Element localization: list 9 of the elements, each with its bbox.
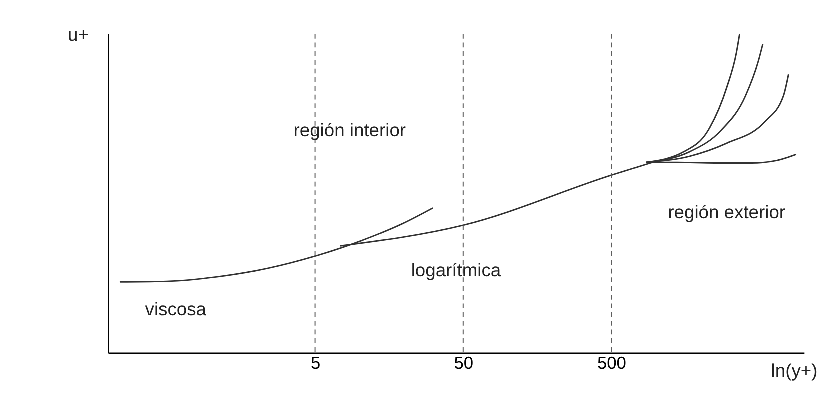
annotation: logarítmica [411, 260, 502, 281]
x-tick-label: 500 [597, 352, 626, 373]
annotation: región exterior [668, 202, 786, 223]
x-tick-label: 5 [310, 352, 321, 373]
annotation: viscosa [145, 298, 208, 320]
y-axis-title: u+ [68, 24, 89, 45]
x-axis-title: ln(y+) [771, 360, 818, 382]
annotation: región interior [294, 119, 406, 140]
x-tick-label: 50 [454, 352, 474, 373]
